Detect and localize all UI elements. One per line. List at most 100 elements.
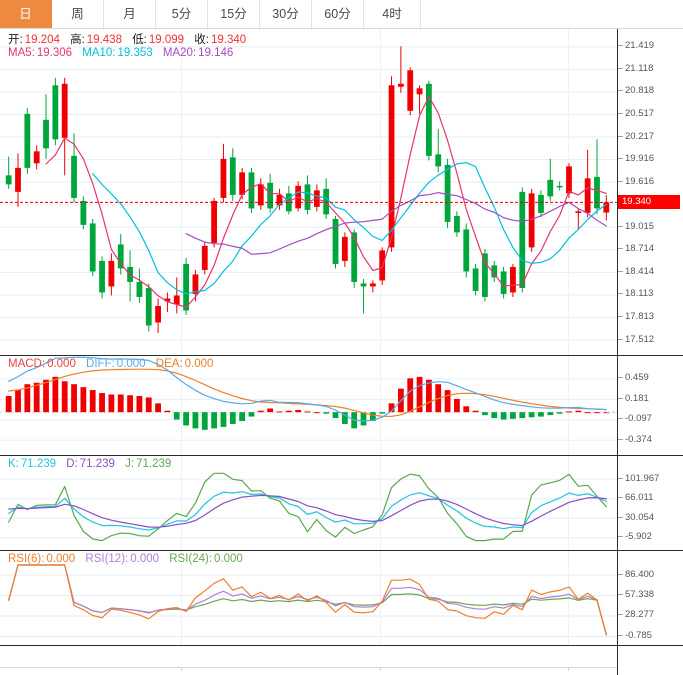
kdj-axis: 101.967 66.011 30.054 -5.902 xyxy=(617,456,683,550)
dea-value: 0.000 xyxy=(184,358,214,370)
diff-label: DIFF: xyxy=(86,358,115,370)
axis-tick: 101.967 xyxy=(618,473,683,484)
tab-4hour-label: 4时 xyxy=(382,7,402,21)
time-axis: 9月 10月 11月 xyxy=(0,667,683,675)
tab-month[interactable]: 月 xyxy=(104,0,156,28)
rsi24-value: 0.000 xyxy=(214,553,243,565)
axis-tick: 19.015 xyxy=(618,221,683,232)
low-label: 低: xyxy=(132,34,147,46)
rsi12-label: RSI(12): xyxy=(85,553,129,565)
axis-tick: -0.374 xyxy=(618,434,683,445)
chart-frame: 开: 19.204 高: 19.438 低: 19.099 收: 19.340 MA5:… xyxy=(0,29,683,675)
tab-month-label: 月 xyxy=(123,7,136,21)
close-value: 19.340 xyxy=(210,34,247,46)
axis-tick: 18.113 xyxy=(618,288,683,299)
tab-15min-label: 15分 xyxy=(220,7,247,21)
ma10-label: MA10: xyxy=(82,47,116,59)
axis-tick: 19.616 xyxy=(618,176,683,187)
axis-tick: 20.517 xyxy=(618,108,683,119)
rsi-legend: RSI(6): 0.000 RSI(12): 0.000 RSI(24): 0.000 xyxy=(8,553,250,565)
kdj-panel[interactable]: K: 71.239 D: 71.239 J: 71.239 101.967 66.011… xyxy=(0,456,683,550)
kdj-plot-area[interactable] xyxy=(0,456,617,550)
axis-tick: 86.400 xyxy=(618,569,683,580)
high-value: 19.438 xyxy=(86,34,122,46)
timeframe-tab-bar: 日 周 月 5分 15分 30分 60分 4时 xyxy=(0,0,683,29)
macd-value: 0.000 xyxy=(47,358,76,370)
axis-tick: 21.419 xyxy=(618,40,683,51)
axis-tick: 28.277 xyxy=(618,609,683,620)
ma10-value: 19.353 xyxy=(117,47,153,59)
axis-tick: -5.902 xyxy=(618,531,683,542)
tab-5min-label: 5分 xyxy=(171,7,192,21)
axis-tick: 19.916 xyxy=(618,153,683,164)
j-label: J: xyxy=(125,458,135,470)
axis-tick: 57.338 xyxy=(618,589,683,600)
rsi-axis: 86.400 57.338 28.277 -0.785 xyxy=(617,551,683,645)
rsi-panel[interactable]: RSI(6): 0.000 RSI(12): 0.000 RSI(24): 0.000… xyxy=(0,551,683,645)
tab-30min-label: 30分 xyxy=(272,7,299,21)
tab-30min[interactable]: 30分 xyxy=(260,0,312,28)
tab-60min[interactable]: 60分 xyxy=(312,0,364,28)
macd-label: MACD: xyxy=(8,358,46,370)
macd-panel[interactable]: MACD: 0.000 DIFF: 0.000 DEA: 0.000 0.459 0.1… xyxy=(0,356,683,455)
tab-bar-filler xyxy=(421,0,683,28)
dea-label: DEA: xyxy=(155,358,183,370)
axis-tick: 0.459 xyxy=(618,372,683,383)
axis-tick: 18.714 xyxy=(618,243,683,254)
axis-tick: 30.054 xyxy=(618,512,683,523)
tab-15min[interactable]: 15分 xyxy=(208,0,260,28)
ma5-label: MA5: xyxy=(8,47,35,59)
time-axis-line xyxy=(0,667,617,668)
kdj-legend: K: 71.239 D: 71.239 J: 71.239 xyxy=(8,458,178,470)
macd-legend: MACD: 0.000 DIFF: 0.000 DEA: 0.000 xyxy=(8,358,220,370)
ma20-label: MA20: xyxy=(162,47,197,59)
j-value: 71.239 xyxy=(136,458,172,470)
macd-axis: 0.459 0.181 -0.097 -0.374 xyxy=(617,356,683,455)
axis-tick: 21.118 xyxy=(618,63,683,74)
d-value: 71.239 xyxy=(79,458,115,470)
ma5-value: 19.306 xyxy=(36,47,73,59)
rsi-plot-area[interactable] xyxy=(0,551,617,645)
tab-day-label: 日 xyxy=(19,7,32,21)
open-label: 开: xyxy=(8,34,23,46)
close-label: 收: xyxy=(194,34,209,46)
low-value: 19.099 xyxy=(148,34,185,46)
tab-day[interactable]: 日 xyxy=(0,0,52,28)
time-tick-nov xyxy=(568,667,569,671)
current-price-tag: 19.340 xyxy=(618,195,680,210)
rsi12-value: 0.000 xyxy=(130,553,160,565)
d-label: D: xyxy=(66,458,78,470)
tab-week-label: 周 xyxy=(71,7,84,21)
macd-plot-area[interactable] xyxy=(0,356,617,455)
diff-value: 0.000 xyxy=(116,358,146,370)
axis-tick: 17.512 xyxy=(618,334,683,345)
price-axis: 21.419 21.118 20.818 20.517 20.217 19.916 19.6… xyxy=(617,29,683,355)
axis-footer-spacer xyxy=(617,645,683,675)
k-value: 71.239 xyxy=(20,458,57,470)
panel-divider-2 xyxy=(0,455,683,456)
axis-tick: 20.818 xyxy=(618,85,683,96)
tab-5min[interactable]: 5分 xyxy=(156,0,208,28)
k-label: K: xyxy=(8,458,19,470)
ma-legend-row2: MA5: 19.306 MA10: 19.353 MA20: 19.146 xyxy=(8,47,240,59)
rsi24-label: RSI(24): xyxy=(169,553,213,565)
tab-4hour[interactable]: 4时 xyxy=(364,0,421,28)
axis-tick: -0.097 xyxy=(618,413,683,424)
rsi6-value: 0.000 xyxy=(46,553,76,565)
time-tick-oct xyxy=(380,667,381,671)
axis-tick: 20.217 xyxy=(618,131,683,142)
rsi6-label: RSI(6): xyxy=(8,553,45,565)
time-tick-sep xyxy=(181,667,182,671)
quote-legend-row1: 开: 19.204 高: 19.438 低: 19.099 收: 19.340 xyxy=(8,31,253,47)
price-plot-area[interactable] xyxy=(0,29,617,355)
axis-tick: -0.785 xyxy=(618,630,683,641)
axis-tick: 18.414 xyxy=(618,266,683,277)
axis-tick: 17.813 xyxy=(618,311,683,322)
panel-divider-3 xyxy=(0,550,683,551)
tab-60min-label: 60分 xyxy=(324,7,351,21)
axis-tick: 0.181 xyxy=(618,393,683,404)
price-panel[interactable]: 开: 19.204 高: 19.438 低: 19.099 收: 19.340 MA5:… xyxy=(0,29,683,355)
tab-week[interactable]: 周 xyxy=(52,0,104,28)
panel-divider-4 xyxy=(0,645,683,646)
